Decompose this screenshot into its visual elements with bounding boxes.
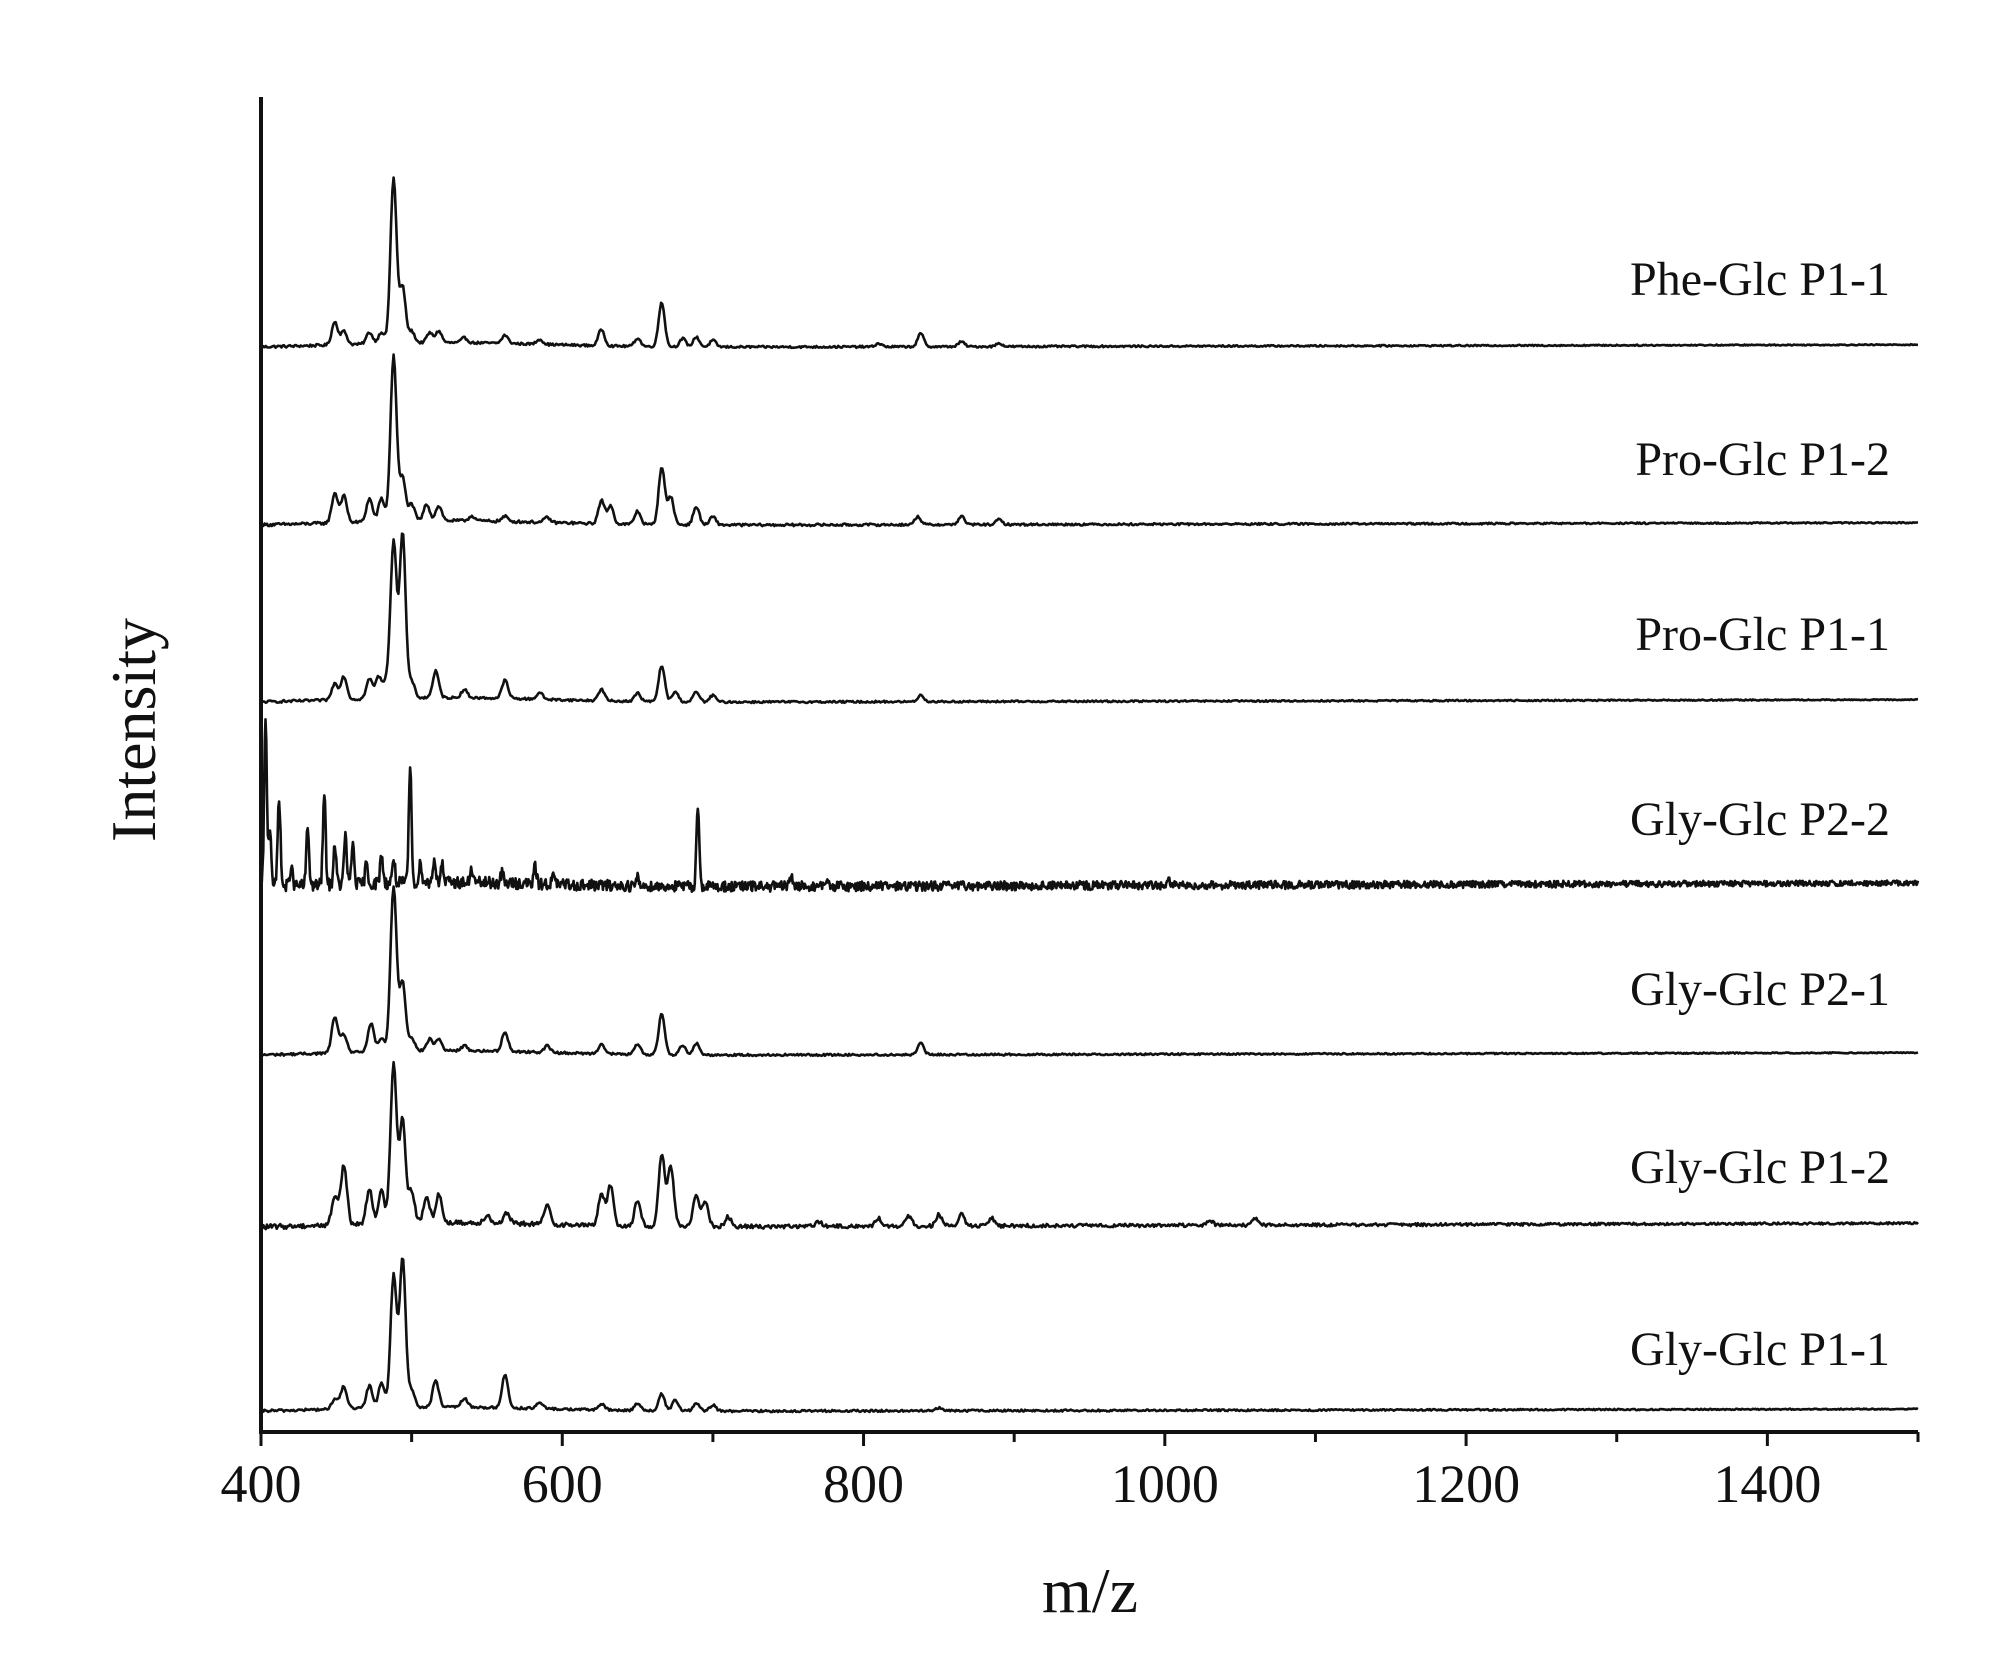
series-label-6: Gly-Glc P1-2 <box>1630 1141 1890 1194</box>
x-tick-label-1000: 1000 <box>1111 1454 1219 1514</box>
y-axis-title: Intensity <box>98 618 169 842</box>
x-tick-label-1400: 1400 <box>1713 1454 1821 1514</box>
x-axis-title: m/z <box>1042 1555 1138 1626</box>
series-label-5: Gly-Glc P2-1 <box>1630 963 1890 1016</box>
spectrum-trace-2 <box>259 353 1919 528</box>
series-label-3: Pro-Glc P1-1 <box>1635 608 1890 661</box>
series-label-7: Gly-Glc P1-1 <box>1630 1323 1890 1376</box>
spectrum-trace-4 <box>260 718 1920 893</box>
spectrum-trace-1 <box>260 176 1919 350</box>
series-label-4: Gly-Glc P2-2 <box>1630 793 1890 846</box>
x-tick-label-400: 400 <box>221 1454 302 1514</box>
x-tick-label-800: 800 <box>823 1454 904 1514</box>
spectrum-trace-7 <box>260 1257 1919 1414</box>
series-labels: Phe-Glc P1-1 Pro-Glc P1-2 Pro-Glc P1-1 Gly-… <box>1630 253 1890 1376</box>
x-axis-ticks <box>259 1432 1920 1446</box>
x-tick-label-1200: 1200 <box>1412 1454 1520 1514</box>
spectrum-trace-3 <box>260 532 1919 705</box>
x-tick-label-600: 600 <box>522 1454 603 1514</box>
spectrum-trace-5 <box>260 885 1919 1058</box>
spectrum-trace-6 <box>259 1060 1919 1231</box>
series-label-1: Phe-Glc P1-1 <box>1630 253 1890 306</box>
spectra-traces <box>259 176 1920 1414</box>
x-axis-tick-labels: 400 600 800 1000 1200 1400 <box>221 1454 1822 1514</box>
series-label-2: Pro-Glc P1-2 <box>1635 433 1890 486</box>
